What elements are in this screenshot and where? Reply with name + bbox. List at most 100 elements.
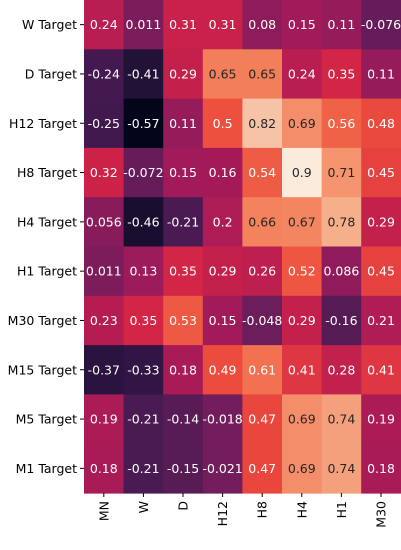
heatmap-cell-label: 0.11 xyxy=(327,17,355,32)
heatmap-cell-label: -0.37 xyxy=(88,362,120,377)
heatmap-cell xyxy=(202,246,243,297)
heatmap-cell xyxy=(361,443,401,494)
heatmap-cell-label: 0.29 xyxy=(367,214,395,229)
heatmap-cell-label: 0.29 xyxy=(288,313,316,328)
heatmap-cell xyxy=(84,49,125,100)
heatmap-cell xyxy=(242,443,283,494)
heatmap-cell xyxy=(163,394,204,445)
heatmap-cell xyxy=(84,246,125,297)
heatmap-cell-label: 0.61 xyxy=(248,362,276,377)
heatmap-cell xyxy=(202,345,243,395)
heatmap-cell xyxy=(361,345,401,395)
heatmap-cell-label: -0.048 xyxy=(242,313,282,328)
heatmap-cell xyxy=(282,295,323,346)
heatmap-cell-label: -0.46 xyxy=(127,214,159,229)
heatmap-cell xyxy=(321,197,362,248)
heatmap-cell-label: -0.21 xyxy=(127,412,159,427)
heatmap-cell-label: 0.66 xyxy=(248,214,276,229)
heatmap-cell xyxy=(361,98,401,149)
heatmap-cell-label: 0.32 xyxy=(90,165,118,180)
heatmap-cell-label: 0.49 xyxy=(209,362,237,377)
heatmap-cell xyxy=(321,345,362,395)
heatmap-cell-label: 0.13 xyxy=(129,264,157,279)
heatmap-cell-label: 0.29 xyxy=(209,264,237,279)
heatmap-cell xyxy=(321,49,362,100)
heatmap-cell xyxy=(163,147,204,198)
heatmap-cell-label: 0.2 xyxy=(213,214,233,229)
heatmap-cell-label: -0.021 xyxy=(202,461,242,476)
heatmap-cell-label: 0.78 xyxy=(327,214,355,229)
heatmap-cell xyxy=(202,443,243,494)
heatmap-cell xyxy=(163,49,204,100)
x-tick-label: H1 xyxy=(334,501,349,518)
heatmap-cell-label: 0.41 xyxy=(367,362,395,377)
y-tick-label: D Target xyxy=(25,66,77,81)
heatmap-cell-label: 0.35 xyxy=(169,264,197,279)
heatmap-cell-label: 0.18 xyxy=(169,362,197,377)
heatmap-cell xyxy=(84,98,125,149)
heatmap-cell xyxy=(202,0,243,50)
heatmap-cell-label: 0.65 xyxy=(209,66,237,81)
heatmap-cell xyxy=(163,0,204,50)
heatmap-cell-label: 0.74 xyxy=(327,412,355,427)
heatmap-cell-label: 0.54 xyxy=(248,165,276,180)
x-tick-label: W xyxy=(136,501,151,513)
heatmap-cell-label: -0.018 xyxy=(202,412,242,427)
heatmap-cell xyxy=(242,0,283,50)
heatmap-cell xyxy=(242,394,283,445)
heatmap-cell xyxy=(242,147,283,198)
heatmap-cell-label: 0.69 xyxy=(288,461,316,476)
heatmap-cell-label: 0.24 xyxy=(90,17,118,32)
heatmap-cell-label: 0.47 xyxy=(248,412,276,427)
y-tick-label: M1 Target xyxy=(16,461,77,476)
heatmap-cell xyxy=(242,246,283,297)
heatmap-cell-label: 0.19 xyxy=(367,412,395,427)
heatmap-cell xyxy=(84,345,125,395)
heatmap-cell xyxy=(84,443,125,494)
heatmap-cell-label: 0.26 xyxy=(248,264,276,279)
heatmap-cell xyxy=(282,345,323,395)
heatmap-cell xyxy=(163,98,204,149)
heatmap-cell-label: 0.53 xyxy=(169,313,197,328)
x-tick-label: D xyxy=(176,501,191,511)
heatmap-cell-label: 0.011 xyxy=(86,264,122,279)
heatmap-cell xyxy=(361,49,401,100)
heatmap-cell-label: 0.21 xyxy=(367,313,395,328)
heatmap-cell xyxy=(321,443,362,494)
heatmap-cell xyxy=(282,147,323,198)
heatmap-cell-label: 0.74 xyxy=(327,461,355,476)
heatmap-cell-label: -0.57 xyxy=(127,116,159,131)
heatmap-cell-label: 0.086 xyxy=(324,264,360,279)
y-tick-label: H12 Target xyxy=(9,116,77,131)
heatmap-cell-label: 0.45 xyxy=(367,165,395,180)
heatmap-cell-label: 0.11 xyxy=(169,116,197,131)
heatmap-cell xyxy=(242,49,283,100)
heatmap-cell xyxy=(202,49,243,100)
heatmap-cell-label: 0.67 xyxy=(288,214,316,229)
heatmap-cell-label: 0.31 xyxy=(209,17,237,32)
heatmap-cell xyxy=(242,295,283,346)
heatmap-cell xyxy=(282,0,323,50)
heatmap-cell xyxy=(163,295,204,346)
x-tick-label: MN xyxy=(96,501,111,521)
heatmap-cell xyxy=(84,0,125,50)
heatmap-cell xyxy=(202,197,243,248)
heatmap-cell-label: -0.16 xyxy=(325,313,357,328)
heatmap-cell xyxy=(361,394,401,445)
y-tick-label: H4 Target xyxy=(17,214,77,229)
y-tick-label: H8 Target xyxy=(17,165,77,180)
heatmap-cell xyxy=(123,147,164,198)
heatmap-cell-label: 0.52 xyxy=(288,264,316,279)
heatmap-cell xyxy=(123,443,164,494)
heatmap-cell xyxy=(321,394,362,445)
heatmap-cell xyxy=(163,443,204,494)
heatmap-cell-label: 0.69 xyxy=(288,116,316,131)
heatmap-cell xyxy=(202,98,243,149)
heatmap-cell-label: 0.48 xyxy=(367,116,395,131)
heatmap-cell xyxy=(123,0,164,50)
heatmap-cell-label: 0.41 xyxy=(288,362,316,377)
heatmap-cell-label: 0.35 xyxy=(327,66,355,81)
heatmap-cell xyxy=(361,197,401,248)
y-tick-label: W Target xyxy=(22,17,77,32)
x-tick-label: H12 xyxy=(215,501,230,526)
